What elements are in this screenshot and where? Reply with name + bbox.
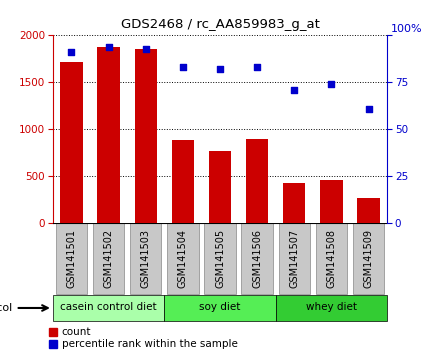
Bar	[246, 139, 268, 223]
FancyBboxPatch shape	[130, 223, 161, 294]
Text: soy diet: soy diet	[199, 302, 241, 313]
Text: whey diet: whey diet	[306, 302, 357, 313]
FancyBboxPatch shape	[353, 223, 385, 294]
Bar	[135, 48, 157, 223]
FancyBboxPatch shape	[315, 223, 347, 294]
Point	[216, 66, 224, 72]
Text: GSM141504: GSM141504	[178, 229, 188, 288]
Bar	[283, 183, 305, 223]
Bar	[209, 151, 231, 223]
FancyBboxPatch shape	[164, 295, 276, 321]
Point	[291, 87, 298, 93]
Title: GDS2468 / rc_AA859983_g_at: GDS2468 / rc_AA859983_g_at	[121, 18, 319, 32]
FancyBboxPatch shape	[276, 295, 387, 321]
FancyBboxPatch shape	[55, 223, 87, 294]
Text: GSM141509: GSM141509	[363, 229, 374, 288]
Point	[142, 46, 149, 51]
Point	[253, 64, 260, 70]
FancyBboxPatch shape	[242, 223, 273, 294]
Text: GSM141503: GSM141503	[141, 229, 150, 288]
Point	[68, 50, 75, 55]
Text: GSM141508: GSM141508	[326, 229, 337, 288]
Bar	[60, 62, 83, 223]
Point	[365, 106, 372, 112]
Text: GSM141506: GSM141506	[252, 229, 262, 288]
Point	[105, 44, 112, 50]
Text: protocol: protocol	[0, 303, 12, 313]
Text: GSM141507: GSM141507	[290, 229, 299, 288]
Bar	[97, 47, 120, 223]
FancyBboxPatch shape	[53, 295, 164, 321]
FancyBboxPatch shape	[279, 223, 310, 294]
Bar	[320, 180, 343, 223]
FancyBboxPatch shape	[204, 223, 236, 294]
Text: GSM141502: GSM141502	[103, 229, 114, 288]
Text: GSM141501: GSM141501	[66, 229, 77, 288]
Point	[180, 64, 187, 70]
Point	[328, 81, 335, 87]
Legend: count, percentile rank within the sample: count, percentile rank within the sample	[49, 327, 238, 349]
FancyBboxPatch shape	[93, 223, 125, 294]
Text: casein control diet: casein control diet	[60, 302, 157, 313]
Text: GSM141505: GSM141505	[215, 229, 225, 288]
Bar	[172, 139, 194, 223]
Text: 100%: 100%	[391, 23, 422, 34]
FancyBboxPatch shape	[167, 223, 198, 294]
Bar	[357, 198, 380, 223]
